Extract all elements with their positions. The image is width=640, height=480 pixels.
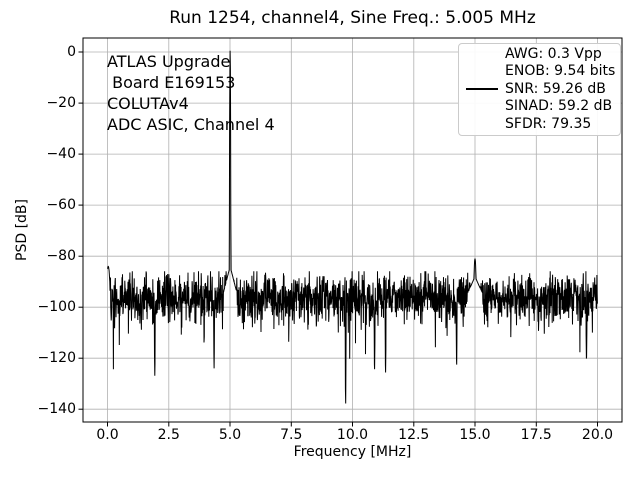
chip-info-annotation: ATLAS Upgrade Board E169153 COLUTAv4 ADC A… [107,51,275,135]
y-tick-label: −40 [46,146,76,163]
legend-entry: SINAD: 59.2 dB [505,98,613,115]
x-axis-label: Frequency [MHz] [293,444,412,460]
annotation-line: COLUTAv4 [107,94,189,113]
plot-title: Run 1254, channel4, Sine Freq.: 5.005 MH… [169,8,536,28]
y-tick-label: −60 [46,197,76,214]
x-tick-label: 15.0 [459,427,491,443]
y-tick-label: −100 [37,299,76,316]
x-tick-label: 7.5 [280,427,303,443]
x-tick-label: 20.0 [581,427,614,443]
x-tick-label: 5.0 [218,427,242,443]
legend-entries: AWG: 0.3 Vpp ENOB: 9.54 bits SNR: 59.26 dB… [505,46,615,133]
x-tick-label: 0.0 [96,427,119,443]
y-tick-label: −80 [46,248,76,265]
legend-entry: SNR: 59.26 dB [505,80,606,97]
x-tick-label: 2.5 [157,427,180,443]
legend-entry: AWG: 0.3 Vpp [505,46,602,62]
x-tick-label: 17.5 [520,427,552,443]
legend-entry: ENOB: 9.54 bits [505,63,616,80]
y-tick-label: −120 [37,350,76,367]
x-tick-label: 12.5 [398,427,430,443]
snr-line-marker [466,88,498,90]
legend-box: AWG: 0.3 Vpp ENOB: 9.54 bits SNR: 59.26 dB… [458,43,621,136]
annotation-line: Board E169153 [107,73,236,92]
annotation-line: ADC ASIC, Channel 4 [107,115,275,134]
psd-trace [107,50,598,404]
legend-entry: SFDR: 79.35 [505,115,592,132]
x-tick-label: 10.0 [336,427,369,443]
annotation-line: ATLAS Upgrade [107,52,231,71]
y-tick-label: −140 [37,401,76,418]
y-tick-label: −20 [46,95,76,112]
y-tick-label: 0 [67,44,76,61]
